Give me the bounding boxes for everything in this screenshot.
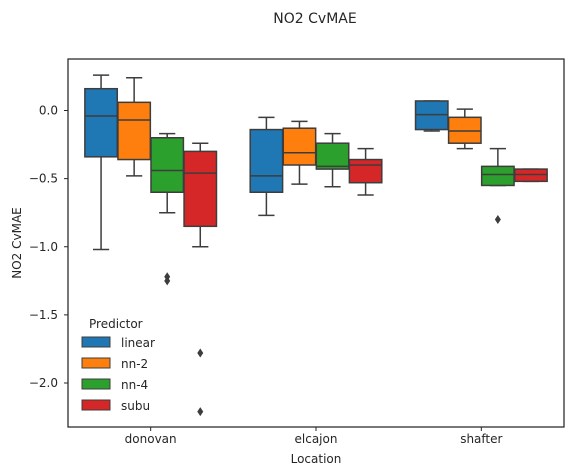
x-tick-label: donovan [125, 432, 177, 446]
y-tick-label: −1.5 [29, 308, 58, 322]
outlier-marker [164, 276, 171, 286]
box-nn-4-donovan [150, 132, 185, 286]
box-nn-2-elcajon [282, 120, 317, 185]
legend-title: Predictor [89, 317, 143, 331]
y-axis-ticks: 0.0 −0.5 −1.0 −1.5 −2.0 [29, 104, 68, 390]
legend-swatch-linear [81, 336, 111, 348]
outlier-marker [197, 407, 204, 417]
legend-label-nn-2: nn-2 [121, 357, 148, 371]
box-iqr [348, 158, 383, 184]
chart-title: NO2 CvMAE [273, 11, 356, 27]
y-tick-label: −2.0 [29, 376, 58, 390]
legend-label-subu: subu [121, 399, 150, 413]
y-tick-label: −0.5 [29, 172, 58, 186]
y-tick-label: −1.0 [29, 240, 58, 254]
y-axis-label: NO2 CvMAE [10, 207, 24, 279]
box-linear-donovan [84, 74, 119, 251]
box-iqr [249, 128, 284, 193]
box-iqr [282, 127, 317, 166]
legend-label-nn-4: nn-4 [121, 378, 148, 392]
box-subu-elcajon [348, 147, 383, 196]
x-tick-label: elcajon [295, 432, 338, 446]
legend-swatch-subu [81, 399, 111, 411]
legend-label-linear: linear [121, 336, 155, 350]
plot-frame [67, 58, 565, 428]
box-iqr [480, 165, 515, 187]
box-iqr [150, 137, 185, 193]
box-nn-4-shafter [480, 147, 515, 224]
y-tick-label: 0.0 [39, 104, 58, 118]
box-groups [84, 74, 548, 417]
box-nn-4-elcajon [315, 132, 350, 188]
box-nn-2-shafter [447, 108, 482, 150]
box-nn-2-donovan [117, 77, 152, 177]
outlier-marker [197, 348, 204, 358]
box-subu-shafter [513, 168, 548, 183]
box-iqr [84, 87, 119, 158]
box-linear-elcajon [249, 116, 284, 217]
x-axis-label: Location [291, 452, 342, 466]
legend-swatch-nn-2 [81, 357, 111, 369]
legend: Predictor linear nn-2 nn-4 subu [81, 317, 155, 413]
outlier-marker [494, 215, 501, 224]
box-iqr [315, 142, 350, 170]
x-tick-label: shafter [460, 432, 502, 446]
box-iqr [117, 101, 152, 161]
box-linear-shafter [414, 100, 449, 132]
box-subu-donovan [183, 142, 218, 417]
box-iqr [183, 150, 218, 228]
x-axis-ticks: donovan elcajon shafter [125, 427, 503, 446]
legend-swatch-nn-4 [81, 378, 111, 390]
